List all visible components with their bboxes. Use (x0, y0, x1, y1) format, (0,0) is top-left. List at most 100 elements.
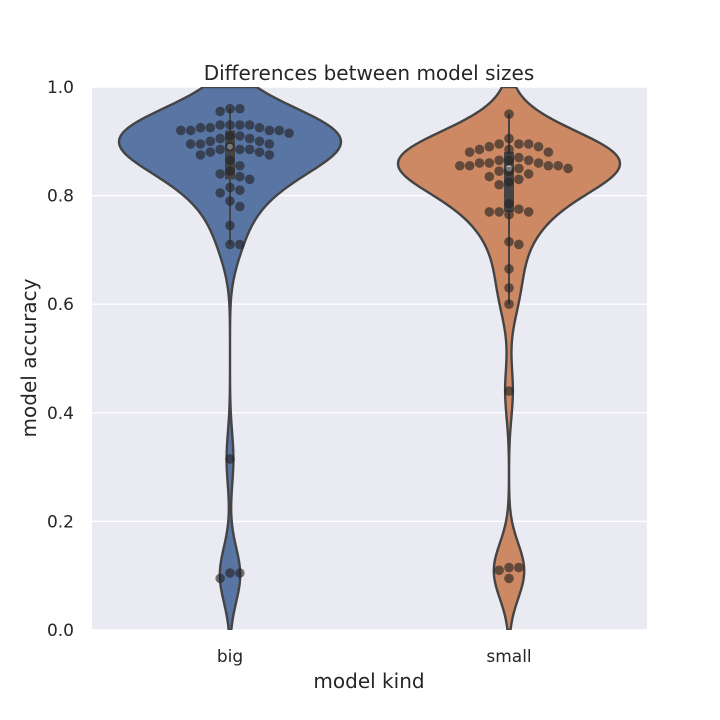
swarm-point-big (244, 133, 255, 144)
swarm-point-big (215, 169, 225, 179)
swarm-point-small (523, 207, 534, 217)
swarm-point-small (504, 198, 514, 209)
swarm-point-big (235, 144, 245, 155)
y-axis-label: model accuracy (17, 278, 41, 437)
swarm-point-small (514, 204, 524, 214)
swarm-point-big (235, 120, 245, 130)
swarm-point-big (235, 160, 245, 171)
swarm-point-small (543, 160, 554, 171)
swarm-point-big (235, 171, 245, 182)
swarm-point-small (504, 386, 514, 396)
swarm-points (176, 103, 573, 584)
swarm-point-big (225, 103, 235, 114)
swarm-point-big (215, 133, 225, 144)
swarm-point-big (264, 125, 275, 136)
swarm-point-big (225, 155, 235, 166)
swarm-point-small (484, 158, 495, 168)
swarm-point-small (474, 158, 485, 168)
swarm-point-big (215, 106, 225, 117)
swarm-point-big (254, 147, 265, 157)
x-axis-label: model kind (313, 669, 424, 693)
y-tick-label: 0.2 (47, 512, 74, 532)
swarm-point-small (533, 158, 544, 168)
swarm-point-big (225, 131, 235, 141)
swarm-point-big (235, 103, 245, 114)
swarm-point-small (514, 562, 524, 573)
swarm-point-small (504, 236, 514, 247)
swarm-point-big (195, 122, 206, 133)
x-tick-labels: big small (217, 647, 532, 667)
swarm-point-big (235, 131, 245, 141)
y-tick-label: 0.6 (47, 295, 74, 315)
y-tick-label: 0.0 (47, 621, 74, 641)
iqr-box-big (225, 130, 235, 180)
swarm-point-big (225, 454, 235, 464)
swarm-point-small (494, 179, 504, 190)
swarm-point-big (225, 141, 235, 152)
swarm-point-small (504, 177, 514, 187)
swarm-point-big (225, 166, 235, 176)
swarm-point-big (225, 220, 235, 231)
swarm-point-small (494, 207, 504, 217)
swarm-point-small (504, 299, 514, 310)
swarm-point-big (215, 120, 225, 130)
swarm-point-big (254, 136, 265, 147)
swarm-point-small (514, 239, 524, 250)
swarm-point-big (235, 568, 245, 578)
swarm-point-big (235, 239, 245, 250)
swarm-point-small (504, 573, 514, 584)
swarm-point-big (205, 147, 216, 157)
swarm-point-small (455, 160, 465, 171)
swarm-point-big (284, 128, 294, 138)
swarm-point-big (176, 125, 186, 136)
swarm-point-small (523, 155, 534, 166)
swarm-point-small (523, 169, 534, 179)
swarm-point-big (264, 150, 275, 160)
swarm-point-small (563, 163, 573, 174)
swarm-point-big (244, 120, 255, 130)
swarm-point-big (215, 144, 225, 155)
swarm-point-small (514, 174, 524, 185)
swarm-point-big (215, 188, 225, 198)
swarm-point-small (494, 565, 504, 576)
x-tick-label: big (217, 647, 243, 667)
swarm-point-small (504, 166, 514, 176)
swarm-point-big (225, 239, 235, 250)
swarm-point-big (195, 139, 206, 149)
swarm-point-small (514, 152, 524, 163)
swarm-point-small (464, 160, 475, 171)
swarm-point-big (185, 125, 196, 136)
swarm-point-big (215, 573, 225, 584)
swarm-point-small (494, 166, 504, 176)
swarm-point-big (205, 122, 216, 133)
swarm-point-big (185, 139, 196, 149)
swarm-point-small (504, 155, 514, 166)
swarm-point-big (195, 150, 206, 160)
swarm-point-big (225, 196, 235, 206)
swarm-point-small (474, 144, 485, 155)
swarm-point-small (504, 144, 514, 155)
swarm-point-small (523, 139, 534, 149)
swarm-point-big (235, 185, 245, 195)
swarm-point-small (543, 147, 554, 157)
violins (117, 87, 622, 630)
swarm-point-big (225, 120, 235, 130)
swarm-point-big (225, 568, 235, 578)
swarm-point-big (274, 125, 285, 136)
swarm-point-big (244, 144, 255, 155)
swarm-point-small (514, 163, 524, 174)
swarm-point-small (484, 141, 495, 152)
y-tick-label: 0.8 (47, 187, 74, 207)
swarm-point-big (225, 182, 235, 193)
swarm-point-small (553, 160, 563, 171)
violin-big (117, 87, 343, 630)
chart-title: Differences between model sizes (204, 61, 535, 85)
swarm-point-big (244, 174, 255, 185)
violin-small (396, 87, 622, 630)
swarm-point-big (205, 136, 216, 147)
swarm-point-small (484, 207, 495, 217)
swarm-point-small (533, 141, 544, 152)
swarm-point-big (235, 201, 245, 212)
swarm-point-small (504, 562, 514, 573)
swarm-point-small (504, 264, 514, 274)
